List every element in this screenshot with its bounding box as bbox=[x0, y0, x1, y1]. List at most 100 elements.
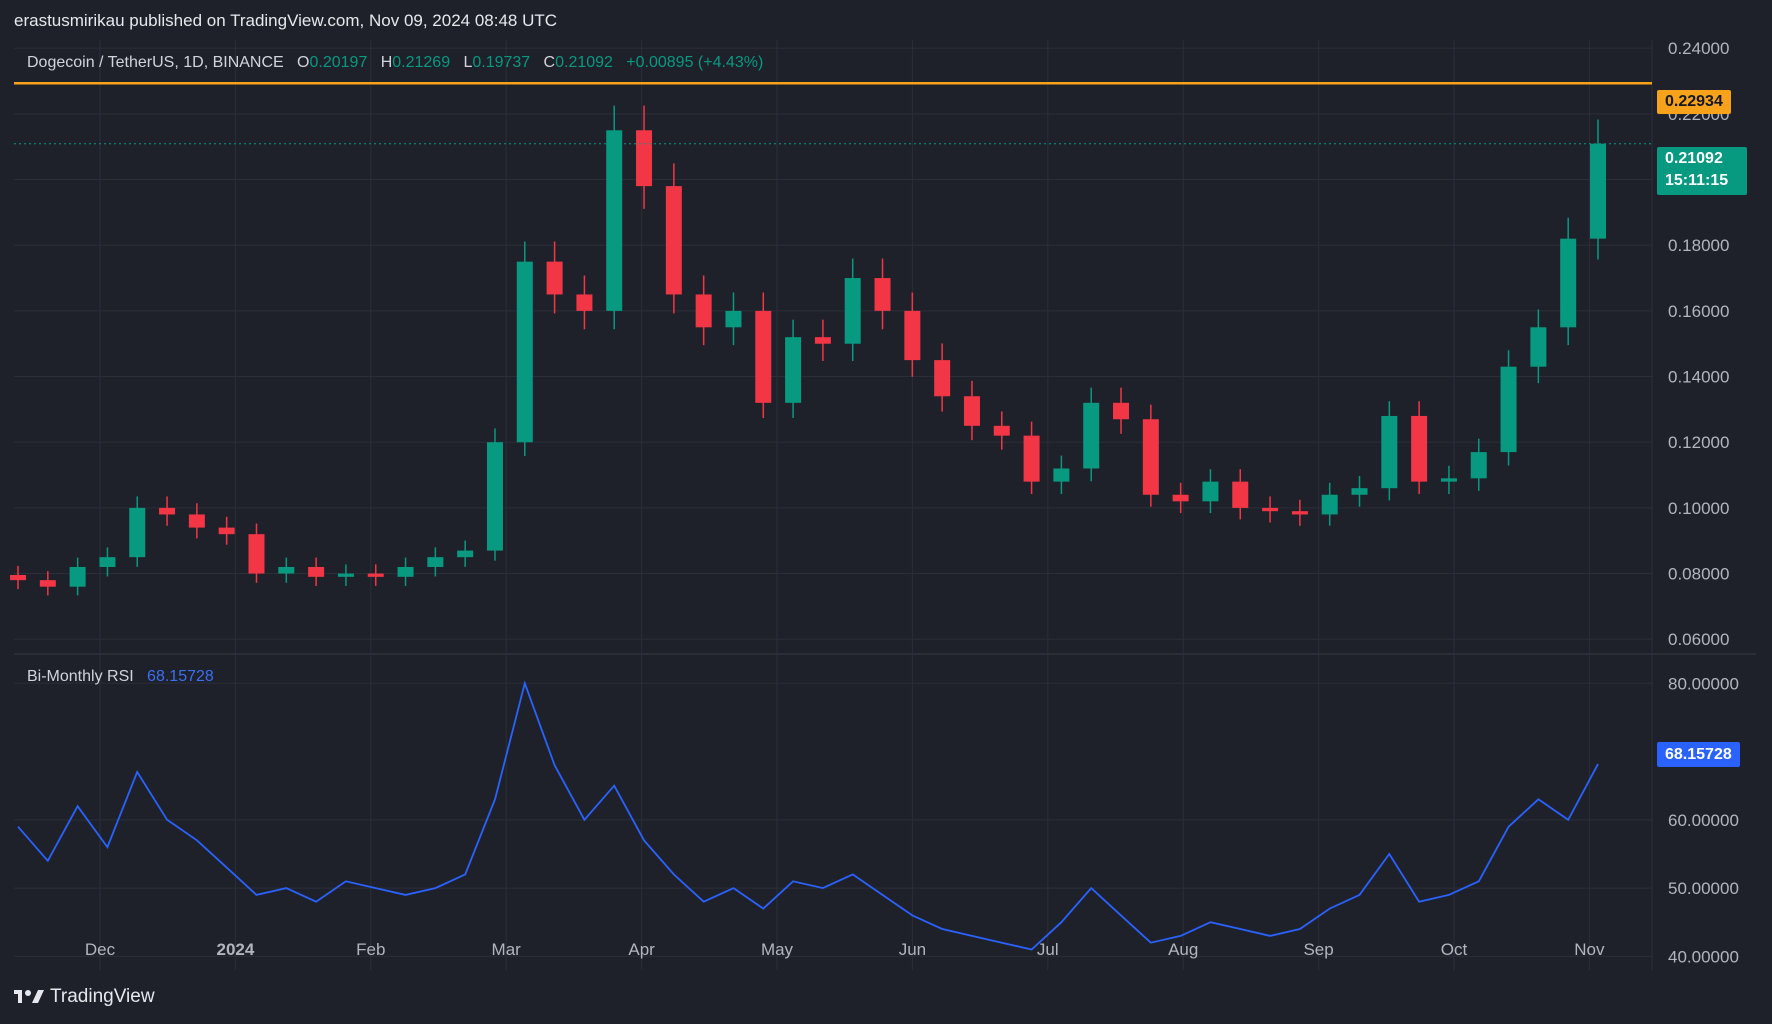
rsi-grid bbox=[14, 682, 1652, 957]
candle-body bbox=[695, 294, 712, 328]
rsi-tick-label: 80.00000 bbox=[1668, 674, 1739, 693]
candle-body bbox=[904, 310, 921, 361]
candle-body bbox=[129, 507, 146, 558]
candle-body bbox=[1142, 419, 1159, 495]
candle-body bbox=[546, 261, 563, 295]
candle-body bbox=[1440, 478, 1457, 482]
y-tick-label: 0.16000 bbox=[1668, 302, 1729, 321]
open-key: O bbox=[297, 54, 310, 71]
last-price-value: 0.21092 bbox=[1665, 150, 1723, 167]
candle-body bbox=[636, 130, 653, 187]
rsi-tick-label: 60.00000 bbox=[1668, 811, 1739, 830]
candle-body bbox=[1262, 507, 1279, 512]
candle-body bbox=[1411, 415, 1428, 482]
rsi-tick-label: 40.00000 bbox=[1668, 947, 1739, 966]
candle-body bbox=[39, 580, 56, 587]
y-tick-label: 0.06000 bbox=[1668, 630, 1729, 649]
y-axis-ticks: 0.240000.220000.200000.180000.160000.140… bbox=[1668, 39, 1729, 649]
candle-body bbox=[1083, 402, 1100, 469]
candle-body bbox=[218, 527, 235, 535]
last-price-tag: 0.21092 15:11:15 bbox=[1657, 147, 1747, 195]
y-tick-label: 0.10000 bbox=[1668, 499, 1729, 518]
x-tick-label: Mar bbox=[492, 940, 522, 959]
rsi-name: Bi-Monthly RSI bbox=[27, 668, 134, 685]
x-tick-label: May bbox=[761, 940, 794, 959]
rsi-axis-ticks: 80.00000 60.00000 50.00000 40.00000 bbox=[1668, 674, 1739, 966]
candle-body bbox=[963, 396, 980, 426]
candle-body bbox=[1530, 327, 1547, 367]
candle-body bbox=[486, 442, 503, 551]
rsi-line bbox=[17, 680, 1599, 951]
rsi-tick-label: 50.00000 bbox=[1668, 879, 1739, 898]
candle-body bbox=[1321, 494, 1338, 515]
y-tick-label: 0.24000 bbox=[1668, 39, 1729, 58]
tradingview-brand: TradingView bbox=[50, 986, 155, 1007]
symbol-label: Dogecoin / TetherUS, 1D, BINANCE bbox=[27, 54, 284, 71]
candle-body bbox=[397, 566, 414, 577]
close-value: 0.21092 bbox=[555, 54, 613, 71]
y-tick-label: 0.12000 bbox=[1668, 433, 1729, 452]
candle-body bbox=[993, 425, 1010, 436]
candle-body bbox=[248, 534, 265, 574]
candle-body bbox=[874, 278, 891, 311]
candle-body bbox=[1590, 143, 1606, 239]
candle-body bbox=[1470, 452, 1487, 479]
candle-body bbox=[516, 261, 533, 443]
low-value: 0.19737 bbox=[472, 54, 531, 71]
open-value: 0.20197 bbox=[309, 54, 368, 71]
rsi-legend: Bi-Monthly RSI 68.15728 bbox=[27, 668, 214, 686]
candle-body bbox=[1560, 238, 1577, 328]
candle-body bbox=[278, 566, 295, 574]
candle-body bbox=[1023, 435, 1040, 482]
candle-body bbox=[427, 557, 444, 567]
x-tick-label: Nov bbox=[1574, 940, 1605, 959]
candle-body bbox=[785, 337, 802, 403]
candle-body bbox=[606, 130, 623, 311]
x-tick-label: Oct bbox=[1441, 940, 1468, 959]
candle-body bbox=[1381, 415, 1398, 489]
candle-body bbox=[69, 566, 86, 587]
candle-body bbox=[457, 550, 474, 558]
tradingview-logo-icon bbox=[14, 990, 44, 1003]
x-tick-label: Apr bbox=[628, 940, 655, 959]
candle-body bbox=[367, 573, 384, 577]
candle-body bbox=[1172, 494, 1189, 502]
high-key: H bbox=[380, 54, 393, 71]
candle-body bbox=[1113, 402, 1130, 420]
y-tick-label: 0.18000 bbox=[1668, 236, 1729, 255]
candle-body bbox=[934, 360, 951, 397]
countdown-value: 15:11:15 bbox=[1665, 172, 1729, 189]
x-tick-label: Sep bbox=[1303, 940, 1333, 959]
candle-body bbox=[665, 186, 682, 295]
y-tick-label: 0.08000 bbox=[1668, 565, 1729, 584]
rsi-value: 68.15728 bbox=[147, 668, 214, 685]
x-tick-label: Dec bbox=[85, 940, 116, 959]
price-legend: Dogecoin / TetherUS, 1D, BINANCE O0.2019… bbox=[27, 54, 763, 72]
candle-body bbox=[10, 575, 26, 581]
candle-body bbox=[159, 507, 176, 515]
candle-body bbox=[1053, 468, 1070, 482]
x-tick-label: 2024 bbox=[216, 940, 254, 959]
candle-body bbox=[814, 337, 831, 344]
tradingview-footer[interactable]: TradingView bbox=[14, 985, 155, 1009]
rsi-tag: 68.15728 bbox=[1657, 742, 1740, 767]
candle-body bbox=[1351, 488, 1368, 495]
candle-body bbox=[337, 573, 354, 577]
x-tick-label: Jun bbox=[899, 940, 926, 959]
candles bbox=[10, 105, 1606, 596]
change-value: +0.00895 (+4.43%) bbox=[626, 54, 764, 71]
x-tick-label: Feb bbox=[356, 940, 385, 959]
candle-body bbox=[725, 310, 742, 328]
publisher-line: erastusmirikau published on TradingView.… bbox=[14, 11, 558, 30]
candle-body bbox=[308, 566, 325, 577]
candle-body bbox=[1500, 366, 1517, 453]
x-tick-label: Aug bbox=[1168, 940, 1198, 959]
candle-body bbox=[1232, 481, 1249, 508]
resistance-tag: 0.22934 bbox=[1657, 90, 1731, 114]
candle-body bbox=[1202, 481, 1219, 502]
x-tick-label: Jul bbox=[1037, 940, 1059, 959]
candle-body bbox=[576, 294, 593, 311]
high-value: 0.21269 bbox=[392, 54, 451, 71]
candle-body bbox=[188, 514, 205, 528]
